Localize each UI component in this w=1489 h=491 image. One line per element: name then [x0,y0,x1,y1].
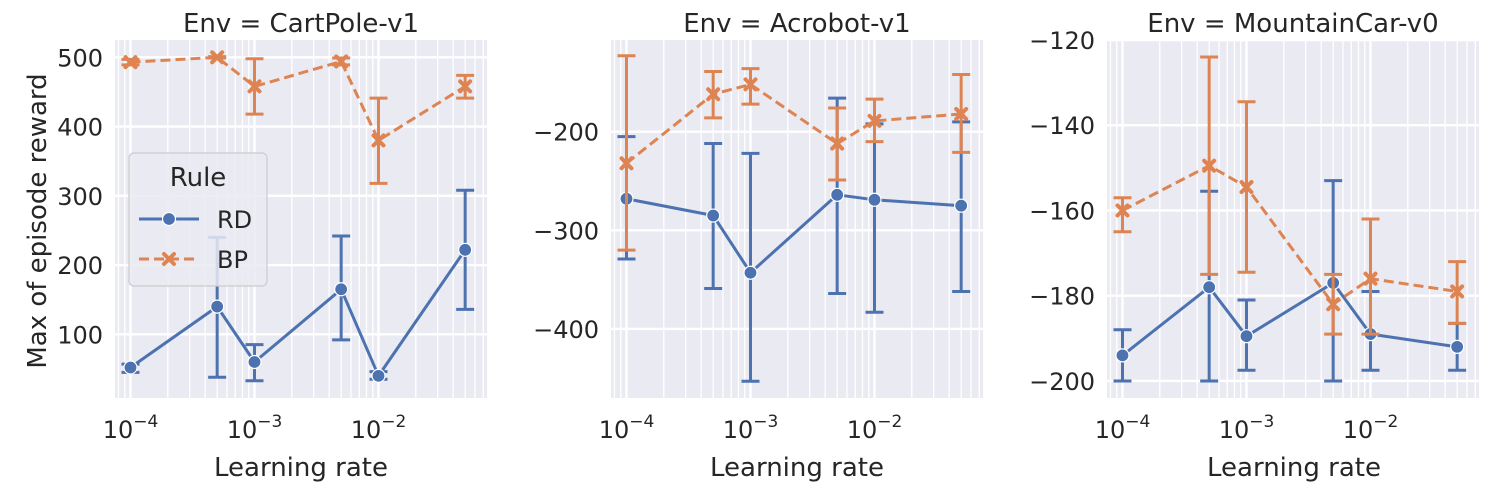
plot-area [611,40,983,398]
panel-title: Env = CartPole-v1 [183,9,419,39]
panel-2: 10−4 10−3 10−2 −400 −300 −200 Env = Acrobot-v1 [533,9,983,444]
x-tick-label: 10−2 [351,412,407,444]
x-axis-label-2: Learning rate [710,453,884,483]
legend-label: BP [217,246,248,274]
data-point [334,54,349,69]
data-point [1239,180,1254,195]
y-tick-label: 300 [57,183,103,211]
series-line [626,193,962,275]
data-point [458,242,473,257]
y-tick-label: −120 [1029,27,1095,55]
panel-1: 10−4 10−3 10−2 100 200 300 400 500 Env = CartPol… [57,9,487,444]
x-axis-label-1: Learning rate [214,453,388,483]
legend-marker [162,252,176,266]
x-tick-label: 10−3 [227,412,283,444]
y-tick-label: 200 [57,252,103,280]
legend-title: Rule [170,163,227,193]
data-point [619,156,634,171]
data-point [1202,158,1217,173]
series-line [1121,281,1458,357]
data-point [830,187,845,202]
y-tick-label: 500 [57,44,103,72]
data-point [1202,280,1217,295]
y-tick-label: −180 [1029,283,1095,311]
y-tick-label: −140 [1029,112,1095,140]
y-tick-label: −160 [1029,197,1095,225]
plot-area [1107,40,1479,398]
data-point [830,136,845,151]
data-point [706,87,721,102]
series-bp [1113,55,1467,336]
y-tick-label: −300 [533,217,599,245]
panel-title: Env = MountainCar-v0 [1147,9,1438,39]
data-point [210,299,225,314]
data-point [458,79,473,94]
data-point [371,368,386,383]
y-tick-label: −400 [533,316,599,344]
x-tick-label: 10−4 [1095,412,1151,444]
data-point [123,360,138,375]
x-tick-label: 10−2 [1343,412,1399,444]
legend-item-rd: RD [139,206,252,234]
data-point [247,79,262,94]
data-point [371,133,386,148]
x-tick-label: 10−4 [599,412,655,444]
y-tick-label: 400 [57,114,103,142]
data-point [706,208,721,223]
data-point [1326,297,1341,312]
x-tick-label: 10−3 [723,412,779,444]
x-axis-label-3: Learning rate [1207,453,1381,483]
series-line [625,82,962,165]
data-point [1115,203,1130,218]
panel-3: 10−4 10−3 10−2 −200 −180 −160 −140 −120 Env = Mo… [1029,9,1479,444]
y-tick-label: −200 [1029,368,1095,396]
data-point [867,113,882,128]
data-point [1450,284,1465,299]
data-point [123,55,138,70]
data-point [743,265,758,280]
x-tick-label: 10−2 [847,412,903,444]
series-bp [121,50,475,185]
data-point [954,198,969,213]
data-point [1450,339,1465,354]
y-axis-label: Max of episode reward [23,73,53,368]
data-point [334,282,349,297]
data-point [247,354,262,370]
y-tick-label: 100 [57,321,103,349]
data-point [867,192,882,207]
series-line [1121,164,1458,306]
panel-title: Env = Acrobot-v1 [683,9,910,39]
legend: Rule RD BP [128,152,268,287]
data-point [1115,348,1130,363]
series-line [129,248,467,378]
x-tick-label: 10−4 [103,412,159,444]
series-bp [617,54,971,252]
data-point [743,77,758,92]
y-tick-label: −200 [533,119,599,147]
data-point [1363,271,1378,286]
data-point [954,106,969,121]
data-point [1239,329,1254,344]
legend-marker [161,211,177,227]
data-point [210,50,225,65]
legend-label: RD [217,206,252,234]
legend-item-bp: BP [139,246,248,274]
x-tick-label: 10−3 [1219,412,1275,444]
series-rd [1113,179,1467,383]
